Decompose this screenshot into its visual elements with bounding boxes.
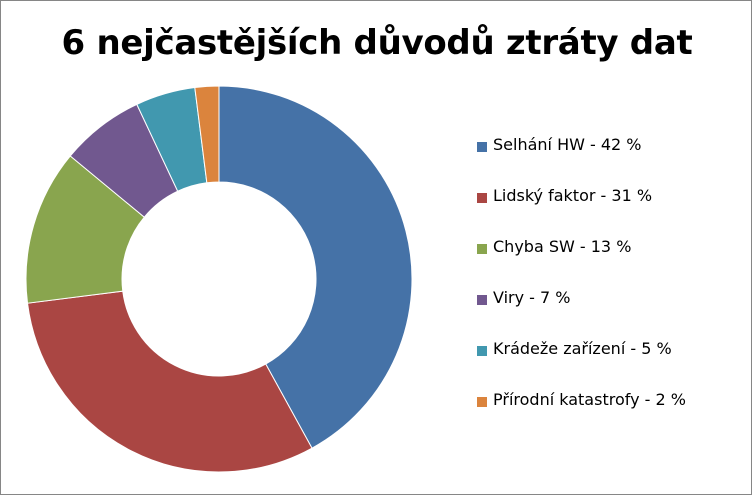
slice-1 <box>26 290 313 473</box>
legend-swatch <box>477 295 487 305</box>
donut-slices <box>25 85 413 473</box>
legend-swatch <box>477 397 487 407</box>
legend-swatch <box>477 142 487 152</box>
legend-label: Chyba SW - 13 % <box>493 237 632 256</box>
legend-label: Lidský faktor - 31 % <box>493 186 653 205</box>
slice-5 <box>194 85 220 184</box>
legend-label: Přírodní katastrofy - 2 % <box>493 390 686 409</box>
legend-label: Krádeže zařízení - 5 % <box>493 339 672 358</box>
legend-swatch <box>477 346 487 356</box>
legend-swatch <box>477 244 487 254</box>
legend-label: Viry - 7 % <box>493 288 571 307</box>
legend-label: Selhání HW - 42 % <box>493 135 642 154</box>
slice-0 <box>218 85 413 449</box>
legend-swatch <box>477 193 487 203</box>
chart-title: 6 nejčastějších důvodů ztráty dat <box>61 23 693 63</box>
